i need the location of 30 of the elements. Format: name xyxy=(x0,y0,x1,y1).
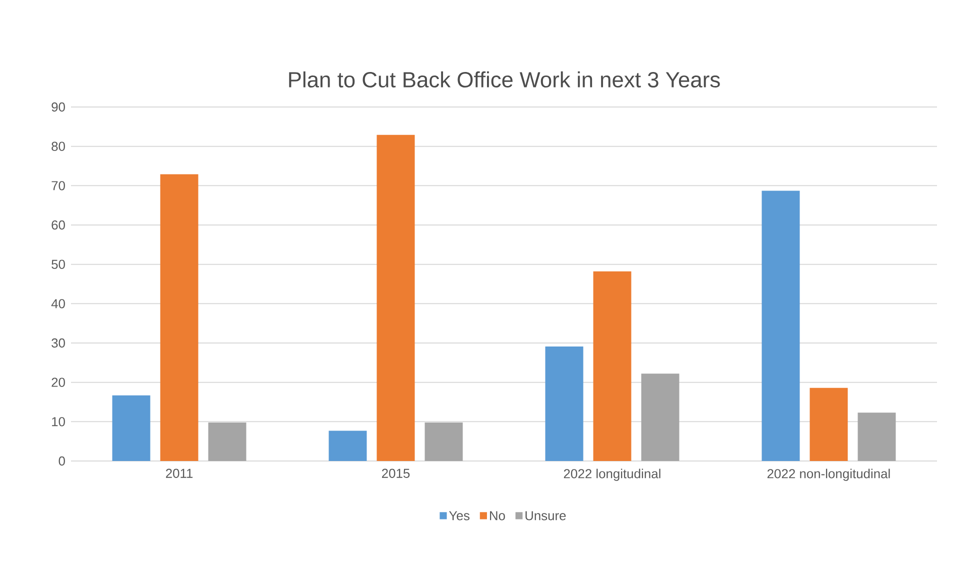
chart-title: Plan to Cut Back Office Work in next 3 Years xyxy=(289,71,720,88)
legend-label: Unsure xyxy=(526,511,566,520)
y-tick-label: 70 xyxy=(52,181,65,190)
y-tick-label: 50 xyxy=(52,260,65,269)
y-tick-label: 60 xyxy=(52,220,65,230)
bar xyxy=(112,395,150,461)
x-tick-label: 2022 non-longitudinal xyxy=(767,468,890,481)
bar xyxy=(376,134,415,461)
bar xyxy=(208,422,246,461)
bar xyxy=(545,346,584,461)
y-tick-label: 80 xyxy=(52,142,65,151)
x-tick-label: 2015 xyxy=(382,468,410,478)
bar xyxy=(762,190,800,461)
bar xyxy=(641,374,680,461)
legend-label: Yes xyxy=(449,511,470,520)
y-tick-label: 90 xyxy=(52,102,65,112)
bar xyxy=(593,271,632,461)
bar xyxy=(810,388,848,461)
x-tick-label: 2022 longitudinal xyxy=(564,468,660,481)
bar xyxy=(160,174,198,461)
y-tick-label: 10 xyxy=(52,417,65,426)
x-tick-label: 2011 xyxy=(166,468,193,478)
legend-label: No xyxy=(490,511,505,520)
bar xyxy=(424,422,463,461)
y-tick-label: 30 xyxy=(52,338,65,348)
bar xyxy=(858,412,896,461)
y-tick-label: 40 xyxy=(51,299,65,308)
y-tick-label: 0 xyxy=(58,456,65,466)
bar xyxy=(328,430,367,461)
y-tick-label: 20 xyxy=(52,378,65,387)
